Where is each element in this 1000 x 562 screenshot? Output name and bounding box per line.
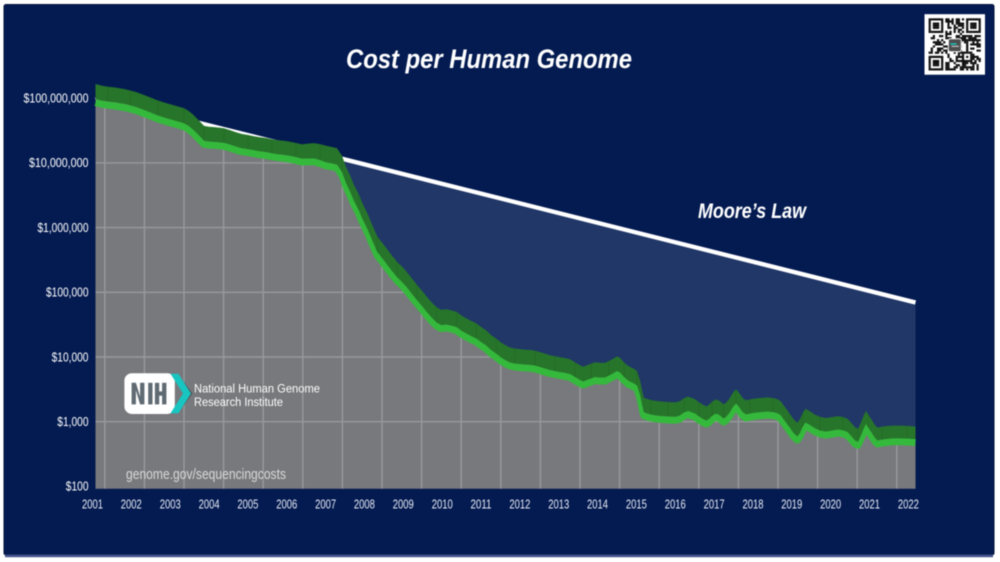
svg-text:$10,000: $10,000 <box>52 349 89 364</box>
svg-text:2008: 2008 <box>354 497 375 512</box>
svg-text:$100,000,000: $100,000,000 <box>24 91 89 106</box>
svg-text:2020: 2020 <box>820 497 841 512</box>
svg-text:Cost per Human Genome: Cost per Human Genome <box>346 44 632 74</box>
svg-text:2017: 2017 <box>704 497 725 512</box>
svg-text:2011: 2011 <box>471 497 492 512</box>
svg-text:2006: 2006 <box>276 497 297 512</box>
svg-text:$1,000: $1,000 <box>57 414 88 429</box>
svg-text:Research Institute: Research Institute <box>194 395 283 409</box>
svg-text:genome.gov/sequencingcosts: genome.gov/sequencingcosts <box>126 467 286 483</box>
svg-text:2013: 2013 <box>548 497 569 512</box>
svg-text:2002: 2002 <box>121 497 142 512</box>
svg-text:2004: 2004 <box>199 497 220 512</box>
svg-text:2021: 2021 <box>859 497 880 512</box>
svg-text:2019: 2019 <box>781 497 802 512</box>
svg-text:$10,000,000: $10,000,000 <box>29 155 89 170</box>
svg-text:2016: 2016 <box>665 497 686 512</box>
svg-text:$100: $100 <box>66 479 89 494</box>
svg-text:2009: 2009 <box>393 497 414 512</box>
svg-text:2012: 2012 <box>509 497 530 512</box>
svg-text:2007: 2007 <box>315 497 336 512</box>
svg-text:$100,000: $100,000 <box>46 285 89 300</box>
svg-text:National Human Genome: National Human Genome <box>194 381 320 395</box>
svg-text:2010: 2010 <box>432 497 453 512</box>
svg-text:2015: 2015 <box>626 497 647 512</box>
svg-text:2005: 2005 <box>237 497 258 512</box>
svg-text:2014: 2014 <box>587 497 608 512</box>
svg-text:2003: 2003 <box>160 497 181 512</box>
svg-text:2001: 2001 <box>82 497 103 512</box>
svg-text:Moore’s Law: Moore’s Law <box>698 199 807 223</box>
svg-text:2018: 2018 <box>743 497 764 512</box>
svg-text:2022: 2022 <box>898 497 919 512</box>
svg-text:$1,000,000: $1,000,000 <box>38 220 89 235</box>
